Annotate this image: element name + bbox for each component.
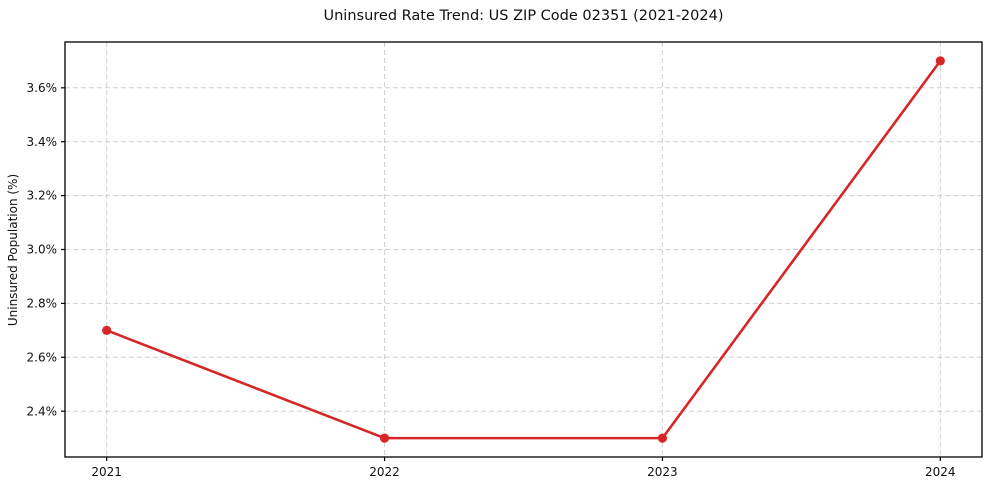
data-point-marker	[657, 433, 668, 443]
y-tick-label: 2.6%	[27, 350, 58, 364]
x-tick-label: 2021	[91, 465, 122, 479]
y-tick-label: 2.4%	[27, 404, 58, 418]
y-tick-label: 3.4%	[27, 135, 58, 149]
y-tick-label: 3.6%	[27, 81, 58, 95]
trend-line	[105, 59, 942, 440]
y-tick-label: 2.8%	[27, 296, 58, 310]
x-tick-label: 2023	[647, 465, 678, 479]
data-point-marker	[102, 325, 112, 335]
data-point-marker	[379, 433, 390, 443]
chart-title: Uninsured Rate Trend: US ZIP Code 02351 …	[323, 8, 724, 24]
x-tick-label: 2024	[925, 465, 956, 479]
data-point-marker	[935, 56, 945, 66]
y-tick-label: 3.2%	[27, 189, 58, 203]
x-tick-label: 2022	[369, 465, 400, 479]
y-tick-label: 3.0%	[27, 243, 58, 257]
